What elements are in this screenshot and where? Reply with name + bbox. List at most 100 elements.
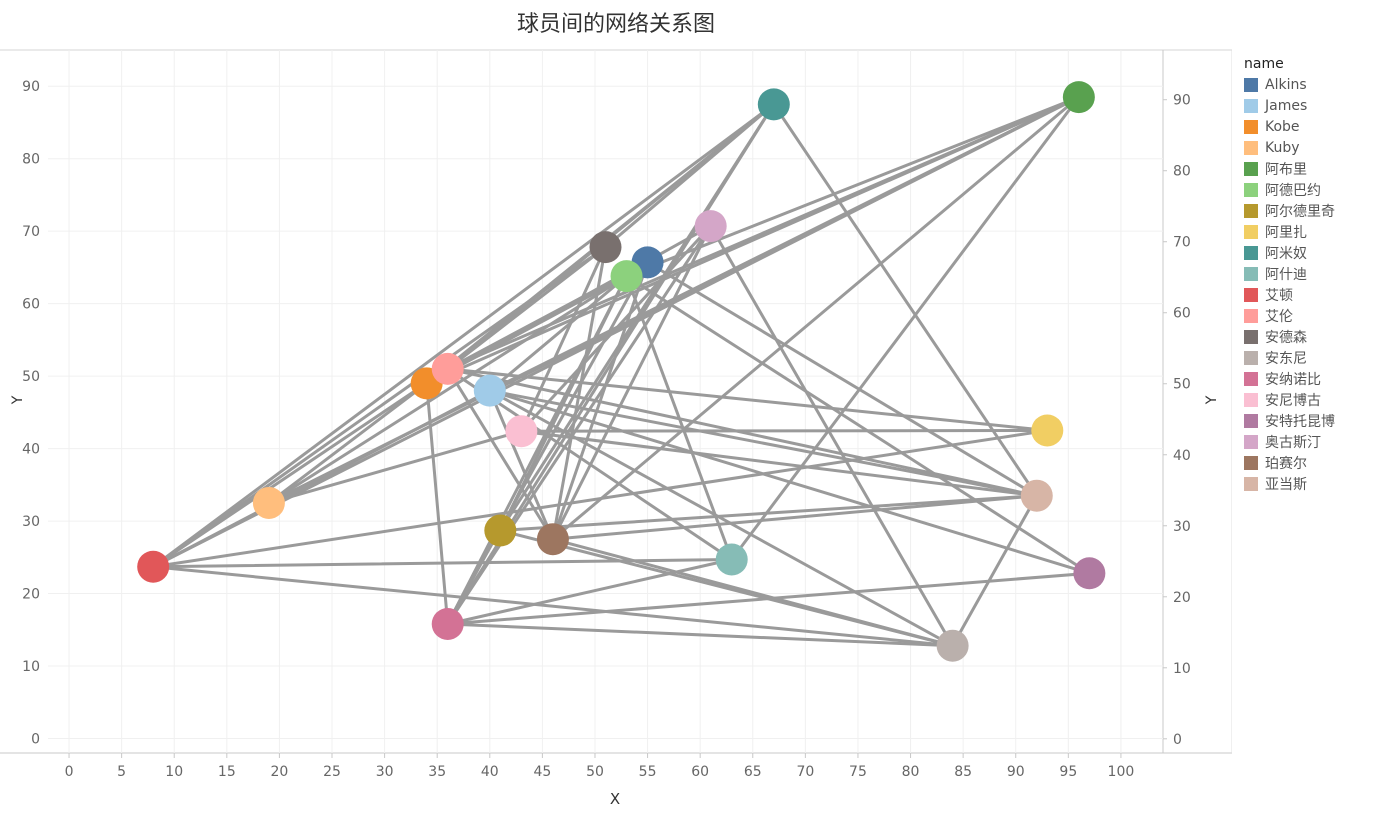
legend-swatch bbox=[1244, 245, 1258, 260]
node-阿米奴 bbox=[757, 88, 790, 121]
edge-line bbox=[625, 274, 734, 561]
legend-swatch bbox=[1244, 203, 1258, 218]
legend-item: 安尼博古 bbox=[1244, 389, 1379, 410]
legend-swatch bbox=[1244, 350, 1258, 365]
x-tick-label: 25 bbox=[323, 764, 341, 780]
y-tick-label: 10 bbox=[22, 659, 40, 675]
edge-line bbox=[446, 571, 1091, 626]
node-layer bbox=[137, 81, 1106, 662]
legend-items: Alkins James Kobe Kuby 阿布里 阿德巴约 阿尔德里奇 阿里扎 阿米奴 阿什迪… bbox=[1244, 74, 1379, 494]
legend-item: 阿德巴约 bbox=[1244, 179, 1379, 200]
x-tick-label: 75 bbox=[849, 764, 867, 780]
node-阿什迪 bbox=[715, 543, 748, 576]
node-阿布里 bbox=[1062, 81, 1095, 114]
node-Kuby bbox=[252, 486, 285, 519]
legend-item: 安东尼 bbox=[1244, 347, 1379, 368]
legend-label: 珀赛尔 bbox=[1265, 455, 1307, 472]
y-tick-label: 50 bbox=[22, 369, 40, 385]
edge-line bbox=[446, 367, 1049, 432]
legend-label: 阿什迪 bbox=[1265, 266, 1307, 283]
node-亚当斯 bbox=[1020, 479, 1053, 512]
x-tick-label: 40 bbox=[481, 764, 499, 780]
edge-line bbox=[498, 494, 1039, 533]
edge-line bbox=[519, 245, 607, 433]
legend-label: 阿布里 bbox=[1265, 161, 1307, 178]
legend-label: Alkins bbox=[1265, 76, 1307, 93]
edge-line bbox=[551, 260, 650, 541]
y2-tick-label: 50 bbox=[1173, 377, 1191, 393]
legend-item: Alkins bbox=[1244, 74, 1379, 95]
legend-swatch bbox=[1244, 182, 1258, 197]
legend-swatch bbox=[1244, 98, 1258, 113]
node-安特托昆博 bbox=[1073, 557, 1106, 590]
node-艾顿 bbox=[137, 550, 170, 583]
edge-line bbox=[551, 245, 607, 541]
edge-line bbox=[551, 95, 1081, 541]
legend-swatch bbox=[1244, 476, 1258, 491]
edge-line bbox=[625, 95, 1081, 278]
legend-label: 安东尼 bbox=[1265, 350, 1307, 367]
node-安德森 bbox=[589, 231, 622, 264]
x-axis: 0 5 10 15 20 25 30 35 40 45 50 55 60 65 70 75 80 85 90 95 10… bbox=[65, 753, 1135, 780]
y2-tick-label: 0 bbox=[1173, 732, 1182, 748]
legend-swatch bbox=[1244, 392, 1258, 407]
legend-swatch bbox=[1244, 434, 1258, 449]
x-tick-label: 90 bbox=[1007, 764, 1025, 780]
network-chart: 0 5 10 15 20 25 30 35 40 45 50 55 60 65 70 75 80 85 90 95 10… bbox=[0, 49, 1232, 808]
legend-label: 艾顿 bbox=[1265, 287, 1293, 304]
edge-line bbox=[446, 224, 713, 626]
legend-item: 珀赛尔 bbox=[1244, 452, 1379, 473]
y2-tick-label: 30 bbox=[1173, 519, 1191, 535]
legend-item: Kuby bbox=[1244, 137, 1379, 158]
x-tick-label: 55 bbox=[639, 764, 657, 780]
legend-item: Kobe bbox=[1244, 116, 1379, 137]
legend-item: 阿米奴 bbox=[1244, 242, 1379, 263]
edge-line bbox=[151, 565, 955, 648]
edge-line bbox=[625, 274, 1091, 575]
y2-tick-label: 70 bbox=[1173, 235, 1191, 251]
node-珀赛尔 bbox=[536, 523, 569, 556]
x-tick-label: 45 bbox=[533, 764, 551, 780]
y2-tick-label: 20 bbox=[1173, 590, 1191, 606]
x-tick-label: 60 bbox=[691, 764, 709, 780]
legend-label: Kobe bbox=[1265, 118, 1300, 135]
node-艾伦 bbox=[431, 352, 464, 385]
x-tick-label: 30 bbox=[376, 764, 394, 780]
edge-line bbox=[151, 102, 776, 569]
legend-item: 阿什迪 bbox=[1244, 263, 1379, 284]
legend-label: 阿德巴约 bbox=[1265, 182, 1321, 199]
x-tick-label: 95 bbox=[1059, 764, 1077, 780]
legend: name Alkins James Kobe Kuby 阿布里 阿德巴约 阿尔德里奇 阿里扎阿… bbox=[1244, 54, 1379, 494]
edge-line bbox=[425, 381, 450, 626]
x-tick-label: 15 bbox=[218, 764, 236, 780]
y-tick-label: 20 bbox=[22, 587, 40, 603]
legend-item: 奥古斯汀 bbox=[1244, 431, 1379, 452]
node-阿里扎 bbox=[1031, 414, 1064, 447]
edge-line bbox=[519, 224, 713, 433]
edge-line bbox=[730, 95, 1081, 561]
x-tick-label: 20 bbox=[271, 764, 289, 780]
legend-label: 阿米奴 bbox=[1265, 245, 1307, 262]
x-tick-label: 35 bbox=[428, 764, 446, 780]
x-tick-label: 5 bbox=[117, 764, 126, 780]
x-tick-label: 80 bbox=[902, 764, 920, 780]
legend-swatch bbox=[1244, 266, 1258, 281]
legend-swatch bbox=[1244, 308, 1258, 323]
node-James bbox=[473, 374, 506, 407]
legend-item: James bbox=[1244, 95, 1379, 116]
edge-line bbox=[488, 274, 629, 393]
edge-line bbox=[488, 389, 1039, 498]
edge-line bbox=[446, 274, 629, 626]
legend-item: 阿里扎 bbox=[1244, 221, 1379, 242]
legend-label: 安德森 bbox=[1265, 329, 1307, 346]
edge-line bbox=[267, 274, 629, 505]
x-axis-label: X bbox=[610, 790, 620, 808]
y-axis-left: 0 10 20 30 40 50 60 70 80 90 bbox=[22, 79, 40, 747]
y-tick-label: 40 bbox=[22, 442, 40, 458]
legend-label: 奥古斯汀 bbox=[1265, 434, 1321, 451]
x-tick-label: 85 bbox=[954, 764, 972, 780]
y-axis-label: Y bbox=[10, 395, 26, 405]
x-tick-label: 100 bbox=[1108, 764, 1135, 780]
node-奥古斯汀 bbox=[694, 210, 727, 243]
y-tick-label: 30 bbox=[22, 514, 40, 530]
